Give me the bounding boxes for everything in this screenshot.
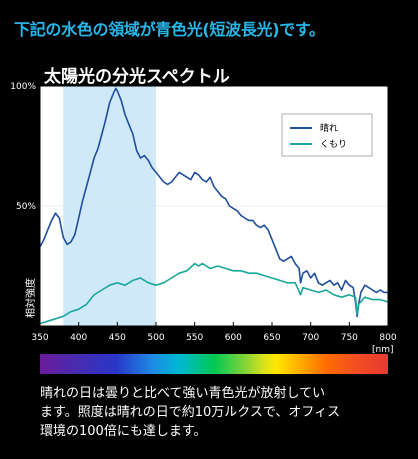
- legend-label: 晴れ: [320, 122, 338, 134]
- x-tick-label: 800: [379, 333, 396, 343]
- headline: 下記の水色の領域が青色光(短波長光)です。: [14, 20, 325, 39]
- caption-line-2: ます。照度は晴れの日で約10万ルクスで、オフィス: [40, 405, 341, 420]
- x-tick-label: 650: [263, 333, 280, 343]
- x-tick-label: 550: [186, 333, 203, 343]
- series-layer: [39, 87, 389, 325]
- caption: 晴れの日は曇りと比べて強い青色光が放射してい ます。照度は晴れの日で約10万ルク…: [40, 384, 410, 441]
- x-tick-label: 500: [147, 333, 164, 343]
- x-tick-label: 600: [225, 333, 242, 343]
- legend-box: [281, 113, 373, 157]
- legend-label: くもり: [320, 139, 347, 150]
- x-tick-label: 400: [70, 333, 87, 343]
- x-axis-unit: [nm]: [372, 345, 394, 355]
- series-line-2: [39, 262, 389, 325]
- visible-spectrum-bar: [40, 354, 388, 374]
- x-axis-ticks: 350 400 450 500 550 600 650 700 750 800: [31, 322, 397, 343]
- x-tick-label: 350: [31, 333, 48, 343]
- y-tick-label: 100%: [10, 82, 36, 92]
- chart-title: 太陽光の分光スペクトル: [44, 67, 230, 87]
- x-tick-label: 450: [109, 333, 126, 343]
- y-axis-label: 相対強度: [24, 278, 37, 318]
- x-tick-label: 750: [341, 333, 358, 343]
- y-tick-label: 50%: [16, 202, 36, 212]
- caption-line-1: 晴れの日は曇りと比べて強い青色光が放射してい: [40, 386, 326, 401]
- series-line-1: [39, 87, 388, 318]
- x-tick-label: 700: [302, 333, 319, 343]
- caption-line-3: 環境の100倍にも達します。: [40, 424, 207, 439]
- y-axis-ticks: 50% 100%: [10, 82, 36, 212]
- plot-frame: [39, 85, 389, 327]
